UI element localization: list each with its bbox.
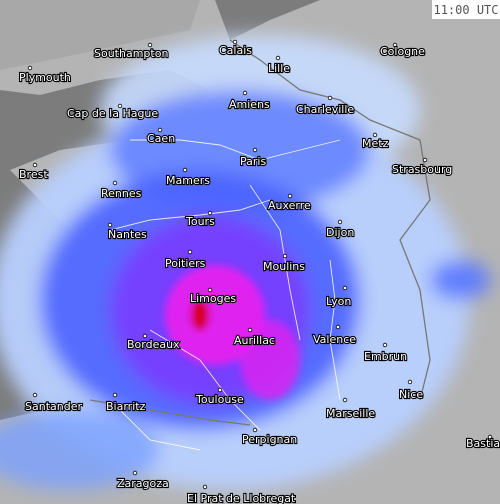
city-dot (217, 387, 223, 393)
city-label: Cap de la Hague (67, 107, 158, 120)
city-dot (422, 157, 428, 163)
city-label: Rennes (101, 187, 142, 200)
city-dot (382, 342, 388, 348)
england (0, 0, 200, 70)
echo (0, 410, 160, 490)
city-label: Zaragoza (117, 477, 169, 490)
city-dot (327, 95, 333, 101)
city-dot (337, 219, 343, 225)
city-label: Metz (362, 137, 389, 150)
city-dot (372, 132, 378, 138)
city-label: Poitiers (165, 257, 206, 270)
radar-core (165, 265, 300, 400)
city-label: Aurillac (234, 334, 275, 347)
city-dot (112, 392, 118, 398)
city-dot (32, 392, 38, 398)
city-dot (247, 327, 253, 333)
city-dot (232, 39, 238, 45)
echo (430, 260, 490, 300)
city-label: Brest (19, 168, 48, 181)
city-dot (252, 147, 258, 153)
borders (89, 39, 431, 426)
city-dot (182, 167, 188, 173)
city-label: Bordeaux (127, 338, 180, 351)
city-label: Calais (219, 44, 252, 57)
city-label: Paris (240, 155, 266, 168)
city-dot (187, 249, 193, 255)
rivers (109, 139, 341, 451)
city-dot (342, 285, 348, 291)
city-label: Lyon (326, 295, 351, 308)
city-dot (342, 397, 348, 403)
city-label: Caen (147, 132, 175, 145)
city-label: Plymouth (19, 71, 71, 84)
city-dot (392, 42, 398, 48)
city-label: Embrun (364, 350, 407, 363)
city-label: El Prat de Llobregat (187, 492, 296, 504)
city-label: Amiens (229, 98, 270, 111)
city-label: Mamers (166, 174, 210, 187)
city-label: Valence (313, 333, 356, 346)
city-label: Cologne (380, 45, 425, 58)
city-dot (287, 193, 293, 199)
city-label: Southampton (94, 47, 168, 60)
city-dot (282, 253, 288, 259)
city-label: Biarritz (106, 400, 146, 413)
city-label: Bastia (466, 437, 500, 450)
city-dot (107, 222, 113, 228)
echo (240, 320, 300, 400)
city-label: Nantes (108, 228, 147, 241)
city-label: Charleville (296, 103, 354, 116)
city-label: Strasbourg (392, 163, 452, 176)
city-label: Tours (185, 215, 215, 228)
city-dot (487, 434, 493, 440)
city-dot (147, 42, 153, 48)
echo (191, 299, 209, 331)
city-dot (207, 287, 213, 293)
city-dot (132, 470, 138, 476)
city-dot (335, 324, 341, 330)
city-dot (32, 162, 38, 168)
city-dot (27, 65, 33, 71)
city-dot (112, 180, 118, 186)
city-dot (202, 484, 208, 490)
city-label: Santander (25, 400, 82, 413)
city-label: Perpignan (242, 433, 297, 446)
city-dot (117, 103, 123, 109)
echo (165, 265, 265, 365)
city-dot (407, 379, 413, 385)
city-label: Dijon (326, 226, 354, 239)
city-label: Nice (399, 388, 423, 401)
city-label: Marseille (326, 407, 375, 420)
city-label: Limoges (190, 292, 236, 305)
timestamp-box (432, 0, 500, 19)
timestamp: 11:00 UTC (433, 3, 498, 17)
city-dot (275, 55, 281, 61)
city-dot (252, 427, 258, 433)
city-dot (242, 90, 248, 96)
city-label: Lille (268, 62, 290, 75)
city-label: Toulouse (195, 393, 244, 406)
city-label: Auxerre (268, 199, 311, 212)
city-label: Moulins (263, 260, 305, 273)
city-dot (207, 210, 213, 216)
city-dot (157, 127, 163, 133)
city-dot (142, 333, 148, 339)
